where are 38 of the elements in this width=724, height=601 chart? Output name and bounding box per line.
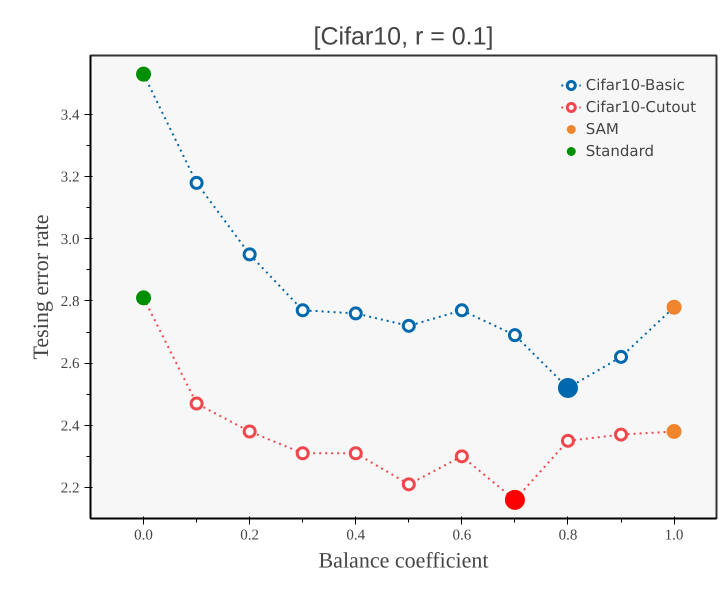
point (560, 434, 575, 448)
x-tick-label: 0.6 (452, 528, 472, 544)
x-tick-label: 0.8 (558, 528, 578, 544)
point (508, 328, 522, 342)
y-tick-label: 3.2 (60, 170, 80, 186)
y-tick-label: 3.4 (60, 108, 80, 124)
point (454, 449, 469, 464)
x-tick-label: 0.0 (134, 528, 153, 544)
point (190, 396, 204, 411)
point (296, 303, 310, 318)
y-tick-label: 2.8 (60, 294, 80, 310)
point (242, 424, 257, 438)
legend-label: SAM (586, 120, 619, 138)
point (190, 176, 204, 190)
x-tick-label: 1.0 (664, 528, 684, 544)
point (296, 446, 310, 460)
legend-label: Cifar10-Basic (586, 76, 685, 94)
x-tick-label: 0.4 (346, 528, 366, 544)
point (504, 490, 525, 510)
legend-label: Standard (586, 142, 654, 160)
y-tick-label: 2.6 (60, 356, 80, 372)
point (348, 446, 363, 460)
y-tick-label: 3.0 (60, 232, 80, 248)
point (454, 303, 469, 318)
x-axis-title: Balance coefficient (318, 548, 488, 572)
y-axis-title: Tesing error rate (28, 214, 53, 360)
y-tick-label: 2.4 (60, 418, 80, 434)
x-tick-label: 0.2 (240, 528, 260, 544)
point (558, 378, 578, 398)
legend-label: Cifar10-Cutout (586, 98, 696, 116)
point (348, 306, 363, 320)
point (402, 477, 416, 492)
point (242, 247, 257, 262)
point (402, 318, 416, 333)
point (614, 428, 628, 442)
point (614, 350, 628, 364)
chart-title: [Cifar10, r = 0.1] (314, 22, 494, 50)
y-tick-label: 2.2 (60, 480, 80, 496)
